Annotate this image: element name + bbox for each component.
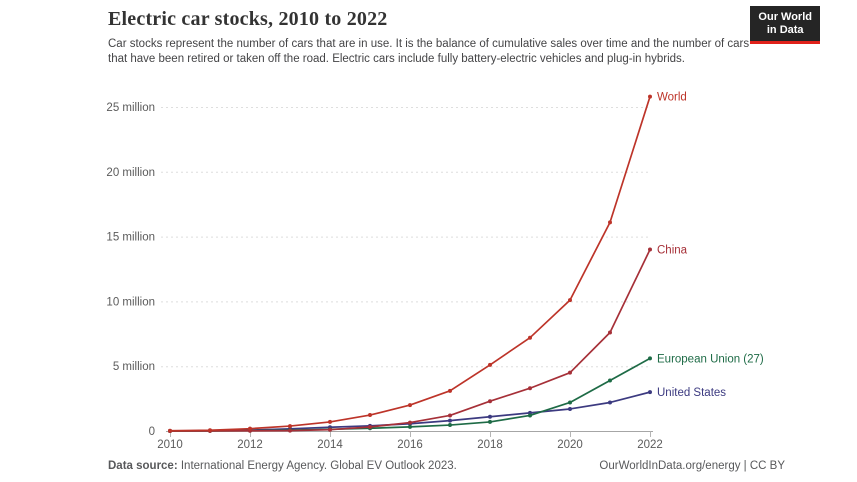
owid-logo-line2: in Data — [766, 24, 804, 36]
chart-subtitle: Car stocks represent the number of cars … — [108, 38, 750, 65]
series-marker-united-states — [448, 418, 452, 423]
series-marker-world — [208, 428, 212, 433]
series-marker-united-states — [568, 406, 572, 411]
series-marker-european-union-27 — [448, 423, 452, 428]
y-tick-label: 5 million — [113, 361, 155, 373]
x-tick-label: 2022 — [637, 439, 663, 451]
series-marker-european-union-27 — [528, 413, 532, 418]
y-tick-label: 25 million — [106, 102, 155, 114]
series-marker-china — [488, 399, 492, 404]
series-marker-china — [568, 370, 572, 375]
series-label-european-union-27: European Union (27) — [657, 353, 764, 365]
y-tick-label: 15 million — [106, 232, 155, 244]
series-marker-world — [248, 426, 252, 431]
y-tick-label: 20 million — [106, 167, 155, 179]
series-marker-china — [408, 420, 412, 425]
series-marker-china — [288, 428, 292, 433]
series-marker-world — [328, 419, 332, 424]
page-title: Electric car stocks, 2010 to 2022 — [108, 8, 388, 30]
series-marker-united-states — [608, 400, 612, 405]
series-marker-european-union-27 — [568, 400, 572, 405]
series-marker-world — [408, 403, 412, 408]
series-label-united-states: United States — [657, 387, 726, 399]
owid-logo[interactable]: Our World in Data — [750, 6, 820, 44]
x-tick-label: 2012 — [237, 439, 263, 451]
series-marker-united-states — [648, 390, 652, 395]
series-label-china: China — [657, 245, 688, 257]
data-source-note: Data source: International Energy Agency… — [108, 460, 457, 472]
owid-url-license-link[interactable]: OurWorldInData.org/energy | CC BY — [599, 460, 785, 472]
series-marker-world — [168, 428, 172, 433]
owid-logo-line1: Our World — [758, 11, 812, 23]
x-tick-label: 2014 — [317, 439, 343, 451]
series-marker-european-union-27 — [608, 378, 612, 383]
series-marker-european-union-27 — [408, 424, 412, 429]
series-marker-world — [528, 335, 532, 340]
series-marker-world — [648, 94, 652, 99]
series-marker-world — [568, 298, 572, 303]
series-marker-world — [288, 424, 292, 429]
data-source-text: International Energy Agency. Global EV O… — [177, 460, 457, 472]
series-marker-european-union-27 — [488, 419, 492, 424]
y-tick-label: 10 million — [106, 296, 155, 308]
series-marker-european-union-27 — [648, 356, 652, 361]
series-marker-china — [648, 247, 652, 252]
x-tick-label: 2016 — [397, 439, 423, 451]
series-marker-china — [328, 427, 332, 432]
series-marker-united-states — [488, 414, 492, 419]
series-marker-world — [448, 388, 452, 393]
series-marker-china — [528, 386, 532, 391]
series-line-world — [169, 95, 651, 432]
series-marker-china — [368, 424, 372, 429]
series-marker-world — [488, 362, 492, 367]
x-tick-label: 2010 — [157, 439, 183, 451]
series-marker-china — [448, 413, 452, 418]
x-tick-label: 2018 — [477, 439, 503, 451]
chart-footer: Data source: International Energy Agency… — [108, 460, 785, 472]
y-tick-label: 0 — [149, 426, 155, 438]
series-marker-china — [608, 330, 612, 335]
data-source-label: Data source: — [108, 460, 178, 472]
series-line-european-union-27 — [169, 357, 651, 432]
series-label-world: World — [657, 92, 687, 104]
series-marker-world — [368, 413, 372, 418]
series-marker-world — [608, 220, 612, 225]
x-tick-label: 2020 — [557, 439, 583, 451]
line-chart: 0 5 million 10 million 15 million 20 million… — [106, 92, 764, 451]
